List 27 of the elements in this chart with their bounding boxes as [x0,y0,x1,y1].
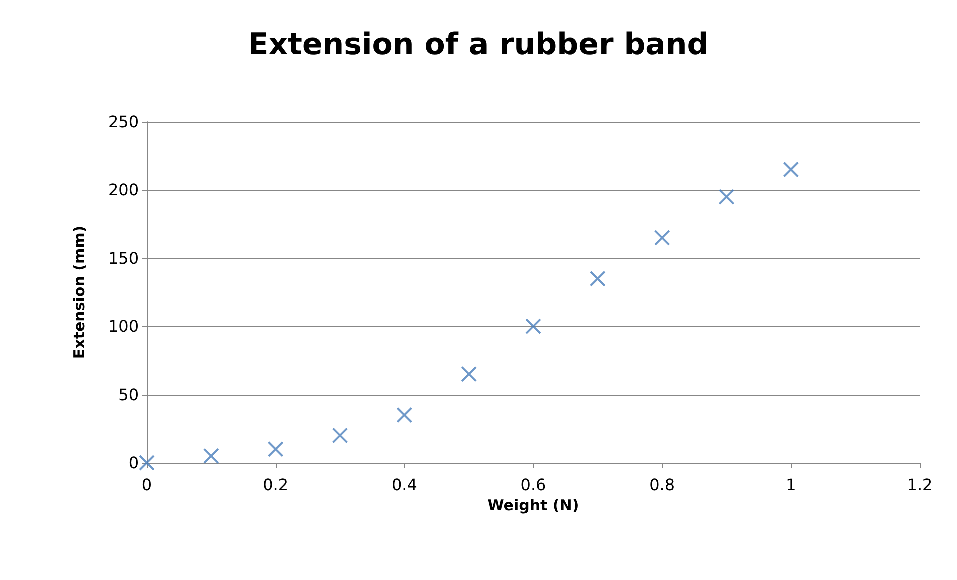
x-tick-label: 0 [142,476,152,494]
point [718,189,735,206]
point [332,428,348,444]
y-tick-label: 0 [128,454,139,472]
point [654,230,670,246]
point [526,318,542,335]
x-tick-label: 0.6 [520,476,546,494]
point [590,270,606,287]
y-tick-label: 100 [108,317,139,336]
point [783,162,800,178]
point [139,455,155,471]
x-tick-label: 0.2 [263,476,289,494]
point [461,366,478,382]
point [396,407,413,424]
x-tick-label: 1 [786,476,796,494]
x-tick-label: 0.4 [392,476,418,494]
y-tick-label: 200 [108,180,139,200]
point [203,448,220,464]
y-tick-label: 250 [108,112,139,132]
x-tick-label: 1.2 [907,476,933,494]
y-axis-title: Extension (mm) [70,226,88,360]
x-tick-label: 0.8 [650,476,676,494]
point [268,441,284,458]
y-tick-label: 150 [108,248,139,268]
y-tick-label: 50 [118,385,139,404]
x-axis-title: Weight (N) [488,496,580,514]
chart-title: Extension of a rubber band [248,28,709,62]
